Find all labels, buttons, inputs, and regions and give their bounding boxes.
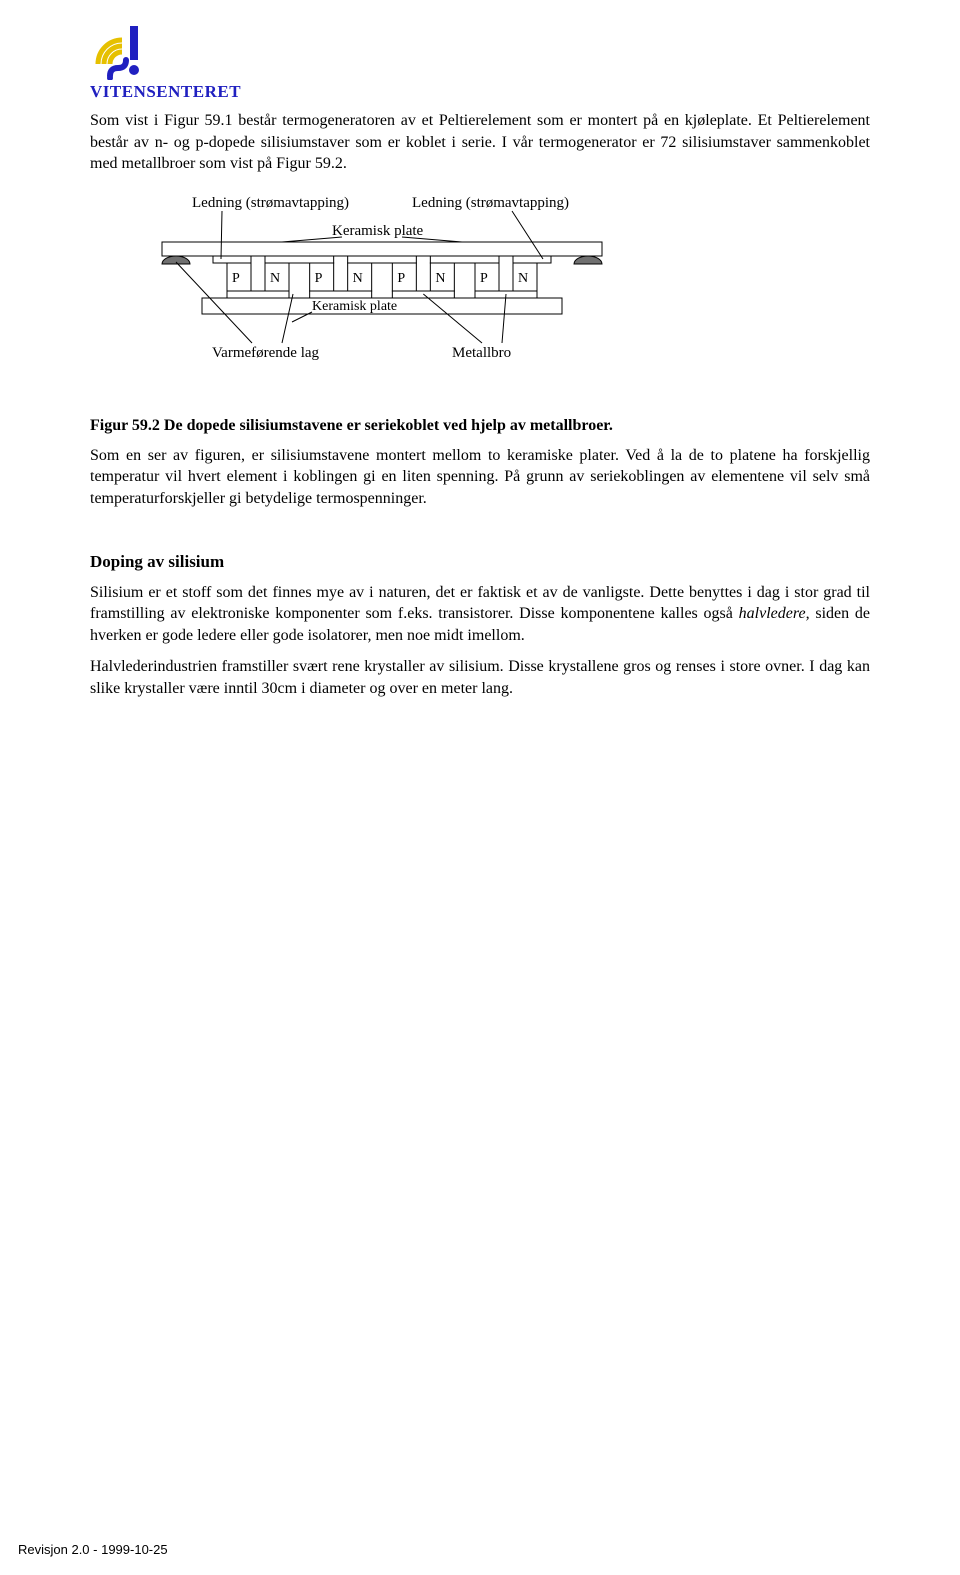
peltier-diagram: Ledning (strømavtapping) Ledning (strømav… — [102, 187, 662, 397]
svg-text:Ledning (strømavtapping): Ledning (strømavtapping) — [412, 195, 569, 211]
svg-text:P: P — [315, 271, 323, 286]
paragraph-4: Halvlederindustrien framstiller svært re… — [90, 656, 870, 699]
brand-text: VITENSENTERET — [90, 82, 870, 102]
svg-text:P: P — [397, 271, 405, 286]
logo-icon — [90, 20, 160, 80]
svg-text:N: N — [518, 271, 528, 286]
svg-text:N: N — [353, 271, 363, 286]
svg-text:Varmeførende lag: Varmeførende lag — [212, 345, 320, 361]
footer-revision: Revisjon 2.0 - 1999-10-25 — [18, 1542, 168, 1557]
svg-text:Keramisk plate: Keramisk plate — [312, 299, 397, 314]
svg-text:N: N — [435, 271, 445, 286]
paragraph-intro: Som vist i Figur 59.1 består termogenera… — [90, 110, 870, 175]
section-heading: Doping av silisium — [90, 552, 870, 572]
svg-text:Keramisk plate: Keramisk plate — [332, 223, 424, 239]
logo-block: VITENSENTERET — [90, 20, 870, 102]
svg-text:N: N — [270, 271, 280, 286]
figure-caption: Figur 59.2 De dopede silisiumstavene er … — [90, 417, 870, 435]
svg-text:P: P — [480, 271, 488, 286]
svg-text:Metallbro: Metallbro — [452, 345, 511, 361]
p3-italic: halvledere, — [739, 605, 810, 622]
svg-text:Ledning (strømavtapping): Ledning (strømavtapping) — [192, 195, 349, 211]
figure-diagram: Ledning (strømavtapping) Ledning (strømav… — [90, 187, 870, 397]
paragraph-3: Silisium er et stoff som det finnes mye … — [90, 582, 870, 647]
svg-text:P: P — [232, 271, 240, 286]
paragraph-2: Som en ser av figuren, er silisiumstaven… — [90, 445, 870, 510]
